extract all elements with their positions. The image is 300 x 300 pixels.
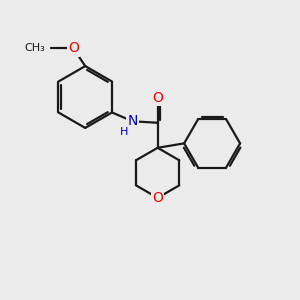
Text: O: O (152, 191, 163, 205)
Text: H: H (120, 127, 128, 136)
Text: O: O (68, 41, 79, 56)
Text: O: O (152, 91, 163, 105)
Text: N: N (128, 114, 138, 128)
Text: CH₃: CH₃ (25, 44, 46, 53)
